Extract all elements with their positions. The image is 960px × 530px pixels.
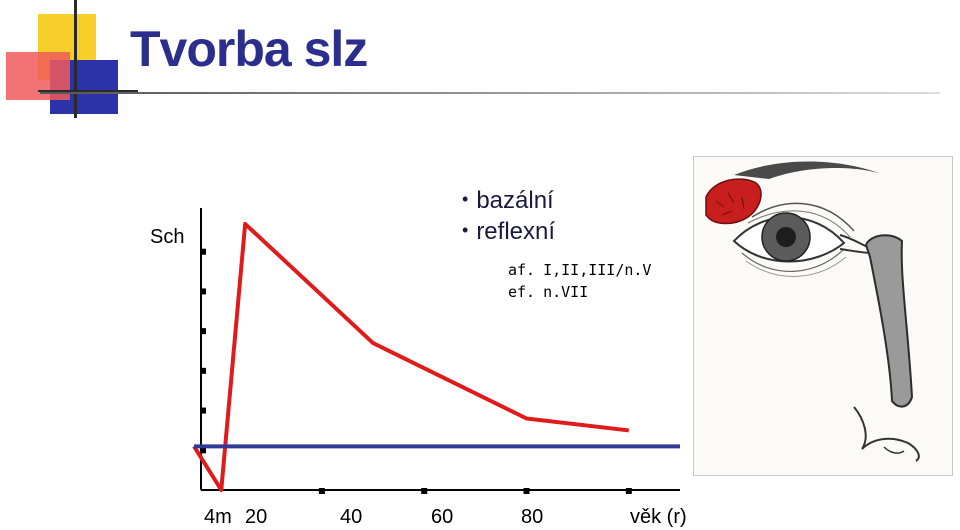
- bullet-item-basal: bazální: [462, 186, 555, 217]
- y-tick-5: [200, 248, 206, 255]
- nerve-notes: af. I,II,III/n.V ef. n.VII: [508, 259, 651, 303]
- x-tick-4: [625, 488, 632, 494]
- efferent-note: ef. n.VII: [508, 281, 651, 303]
- efferent-value: n.VII: [543, 283, 589, 301]
- x-tick-label-80: 80: [521, 506, 544, 528]
- decor-vertical-line: [74, 0, 77, 118]
- y-tick-1: [200, 407, 206, 414]
- x-tick-1: [318, 488, 325, 494]
- efferent-label: ef.: [508, 283, 536, 301]
- y-axis-label: Sch: [150, 226, 185, 248]
- nasolacrimal-duct: [864, 234, 914, 408]
- afferent-label: af.: [508, 261, 536, 279]
- x-tick-label-4m: 4m: [204, 506, 232, 528]
- x-tick-label-40: 40: [340, 506, 363, 528]
- title-divider: [40, 92, 940, 94]
- y-tick-2: [200, 367, 206, 374]
- x-tick-2: [421, 488, 428, 494]
- bullet-list: bazální reflexní: [462, 186, 555, 248]
- x-tick-label-60: 60: [431, 506, 454, 528]
- lacrimal-illustration: [693, 156, 953, 476]
- x-tick-3: [523, 488, 530, 494]
- upper-crease: [751, 202, 855, 232]
- afferent-value: I,II,III/n.V: [543, 261, 652, 279]
- afferent-note: af. I,II,III/n.V: [508, 259, 651, 281]
- nose-outline: [853, 406, 920, 462]
- eye-drawing: [705, 161, 920, 462]
- x-axis-label: věk (r): [630, 506, 687, 528]
- page-title: Tvorba slz: [130, 21, 368, 77]
- x-tick-label-20: 20: [245, 506, 268, 528]
- y-tick-0: [200, 447, 206, 454]
- y-tick-4: [200, 288, 206, 295]
- decor-horizontal-line: [38, 90, 138, 92]
- bullet-item-reflex: reflexní: [462, 217, 555, 248]
- pupil: [776, 227, 796, 247]
- reflex-tear-line: [192, 221, 630, 492]
- gland-texture: [715, 192, 745, 216]
- eyebrow: [734, 161, 884, 179]
- y-tick-3: [200, 328, 206, 335]
